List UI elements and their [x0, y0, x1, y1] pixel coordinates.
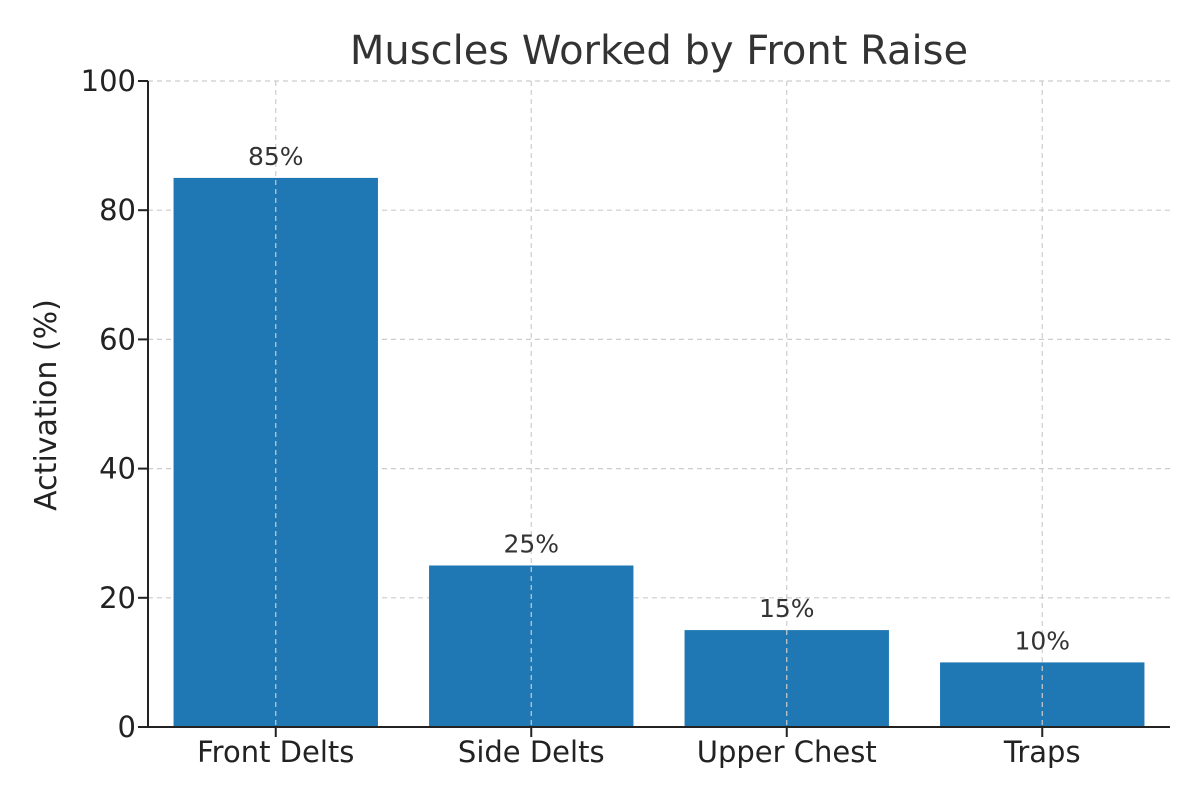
x-tick-label: Front Delts — [197, 735, 354, 769]
data-label: 85% — [248, 142, 304, 171]
x-tick-label: Side Delts — [458, 735, 605, 769]
x-tick-label: Traps — [1003, 735, 1081, 769]
y-tick-label: 0 — [118, 710, 136, 744]
data-label: 10% — [1014, 626, 1070, 655]
data-label: 15% — [759, 594, 815, 623]
data-label: 25% — [503, 530, 559, 559]
y-axis-label: Activation (%) — [29, 299, 64, 511]
x-tick-label: Upper Chest — [697, 735, 877, 769]
y-tick-label: 20 — [99, 581, 136, 615]
labels: 0 20 40 60 80 100 Front Delts 85% Side Delts 25% U… — [81, 64, 1081, 769]
chart-title: Muscles Worked by Front Raise — [350, 28, 968, 74]
bars — [173, 177, 1145, 727]
y-tick-label: 100 — [81, 64, 136, 98]
vertical-grid — [275, 81, 1043, 727]
bar — [429, 565, 634, 727]
y-tick-label: 60 — [99, 322, 136, 356]
y-tick-label: 40 — [99, 452, 136, 486]
axes — [138, 80, 1170, 737]
y-tick-label: 80 — [99, 193, 136, 227]
